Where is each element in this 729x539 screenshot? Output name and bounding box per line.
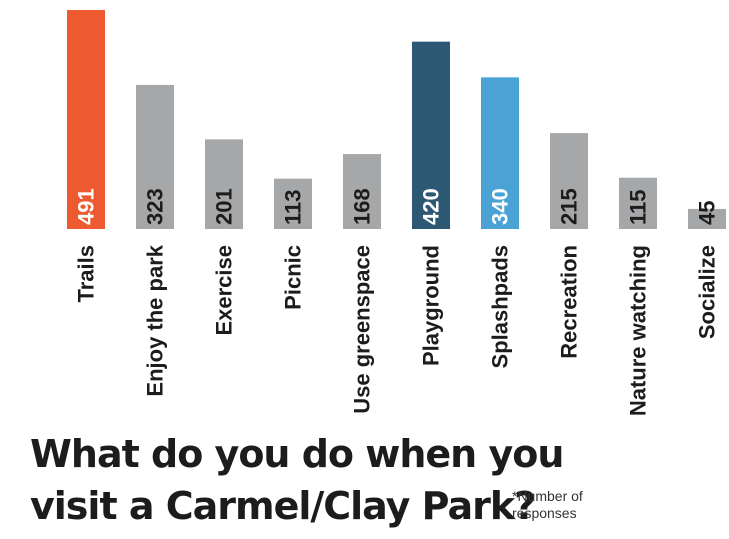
category-label-recreation: Recreation bbox=[557, 245, 582, 359]
value-label-exercise: 201 bbox=[212, 188, 237, 225]
footnote: *Number of responses bbox=[512, 488, 583, 521]
bar-nature-watching bbox=[619, 177, 657, 229]
value-label-recreation: 215 bbox=[557, 188, 582, 225]
category-label-splashpads: Splashpads bbox=[488, 245, 513, 368]
category-label-trails: Trails bbox=[74, 245, 99, 302]
bar-trails bbox=[67, 10, 105, 229]
category-label-enjoy-the-park: Enjoy the park bbox=[143, 244, 168, 396]
bar-use-greenspace bbox=[343, 154, 381, 229]
category-label-nature-watching: Nature watching bbox=[626, 245, 651, 416]
value-label-playground: 420 bbox=[419, 188, 444, 225]
category-label-use-greenspace: Use greenspace bbox=[350, 245, 375, 414]
value-label-use-greenspace: 168 bbox=[350, 188, 375, 225]
chart-title: What do you do when you visit a Carmel/C… bbox=[30, 428, 564, 532]
bar-playground bbox=[412, 41, 450, 229]
title-line-1: What do you do when you bbox=[30, 432, 564, 476]
bar-splashpads bbox=[481, 77, 519, 229]
bar-enjoy-the-park bbox=[136, 84, 174, 229]
title-line-2: visit a Carmel/Clay Park? bbox=[30, 484, 536, 528]
bar-picnic bbox=[274, 178, 312, 229]
value-label-picnic: 113 bbox=[281, 190, 306, 226]
category-label-playground: Playground bbox=[419, 245, 444, 366]
category-label-picnic: Picnic bbox=[281, 245, 306, 310]
value-label-socialize: 45 bbox=[695, 201, 720, 225]
value-label-trails: 491 bbox=[74, 188, 99, 225]
category-label-exercise: Exercise bbox=[212, 245, 237, 336]
value-label-enjoy-the-park: 323 bbox=[143, 188, 168, 225]
bar-socialize bbox=[688, 208, 726, 229]
category-label-socialize: Socialize bbox=[695, 245, 720, 339]
value-label-nature-watching: 115 bbox=[626, 190, 651, 226]
bar-exercise bbox=[205, 139, 243, 229]
bar-recreation bbox=[550, 133, 588, 229]
value-label-splashpads: 340 bbox=[488, 188, 513, 225]
